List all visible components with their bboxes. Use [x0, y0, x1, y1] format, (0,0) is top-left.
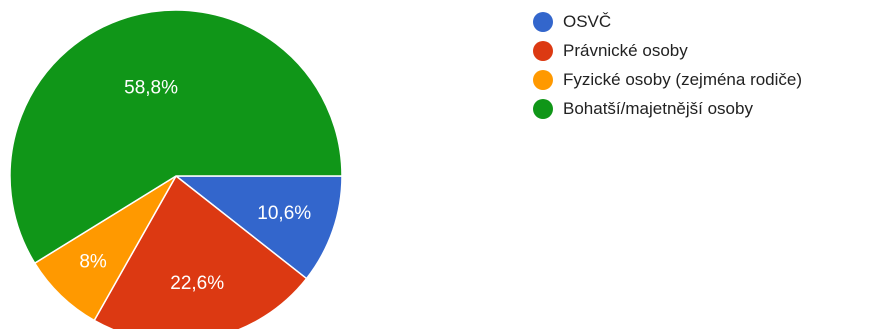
legend-swatch-bohatsi-osoby — [533, 98, 553, 119]
legend-item-osvc[interactable]: OSVČ — [533, 7, 802, 36]
legend-swatch-pravnicke-osoby — [533, 40, 553, 61]
legend-swatch-osvc — [533, 11, 553, 32]
slice-value-label-1: 22,6% — [170, 273, 224, 294]
slice-value-label-0: 10,6% — [257, 203, 311, 224]
legend-item-pravnicke-osoby[interactable]: Právnické osoby — [533, 36, 802, 65]
pie-slice-1[interactable] — [93, 174, 308, 329]
legend-item-bohatsi-osoby[interactable]: Bohatší/majetnější osoby — [533, 94, 802, 123]
slice-value-label-3: 58,8% — [124, 78, 178, 99]
legend-label-fyzicke-osoby: Fyzické osoby (zejména rodiče) — [563, 69, 803, 89]
legend-label-pravnicke-osoby: Právnické osoby — [563, 40, 688, 60]
legend-label-bohatsi-osoby: Bohatší/majetnější osoby — [563, 98, 753, 118]
slice-value-label-2: 8% — [79, 252, 107, 273]
legend-label-osvc: OSVČ — [563, 11, 612, 31]
pie-slice-0[interactable] — [173, 175, 343, 280]
legend: OSVČ Právnické osoby Fyzické osoby (zejm… — [533, 7, 802, 123]
pie-slice-3[interactable] — [9, 9, 343, 265]
legend-swatch-fyzicke-osoby — [533, 69, 553, 90]
legend-item-fyzicke-osoby[interactable]: Fyzické osoby (zejména rodiče) — [533, 65, 802, 94]
